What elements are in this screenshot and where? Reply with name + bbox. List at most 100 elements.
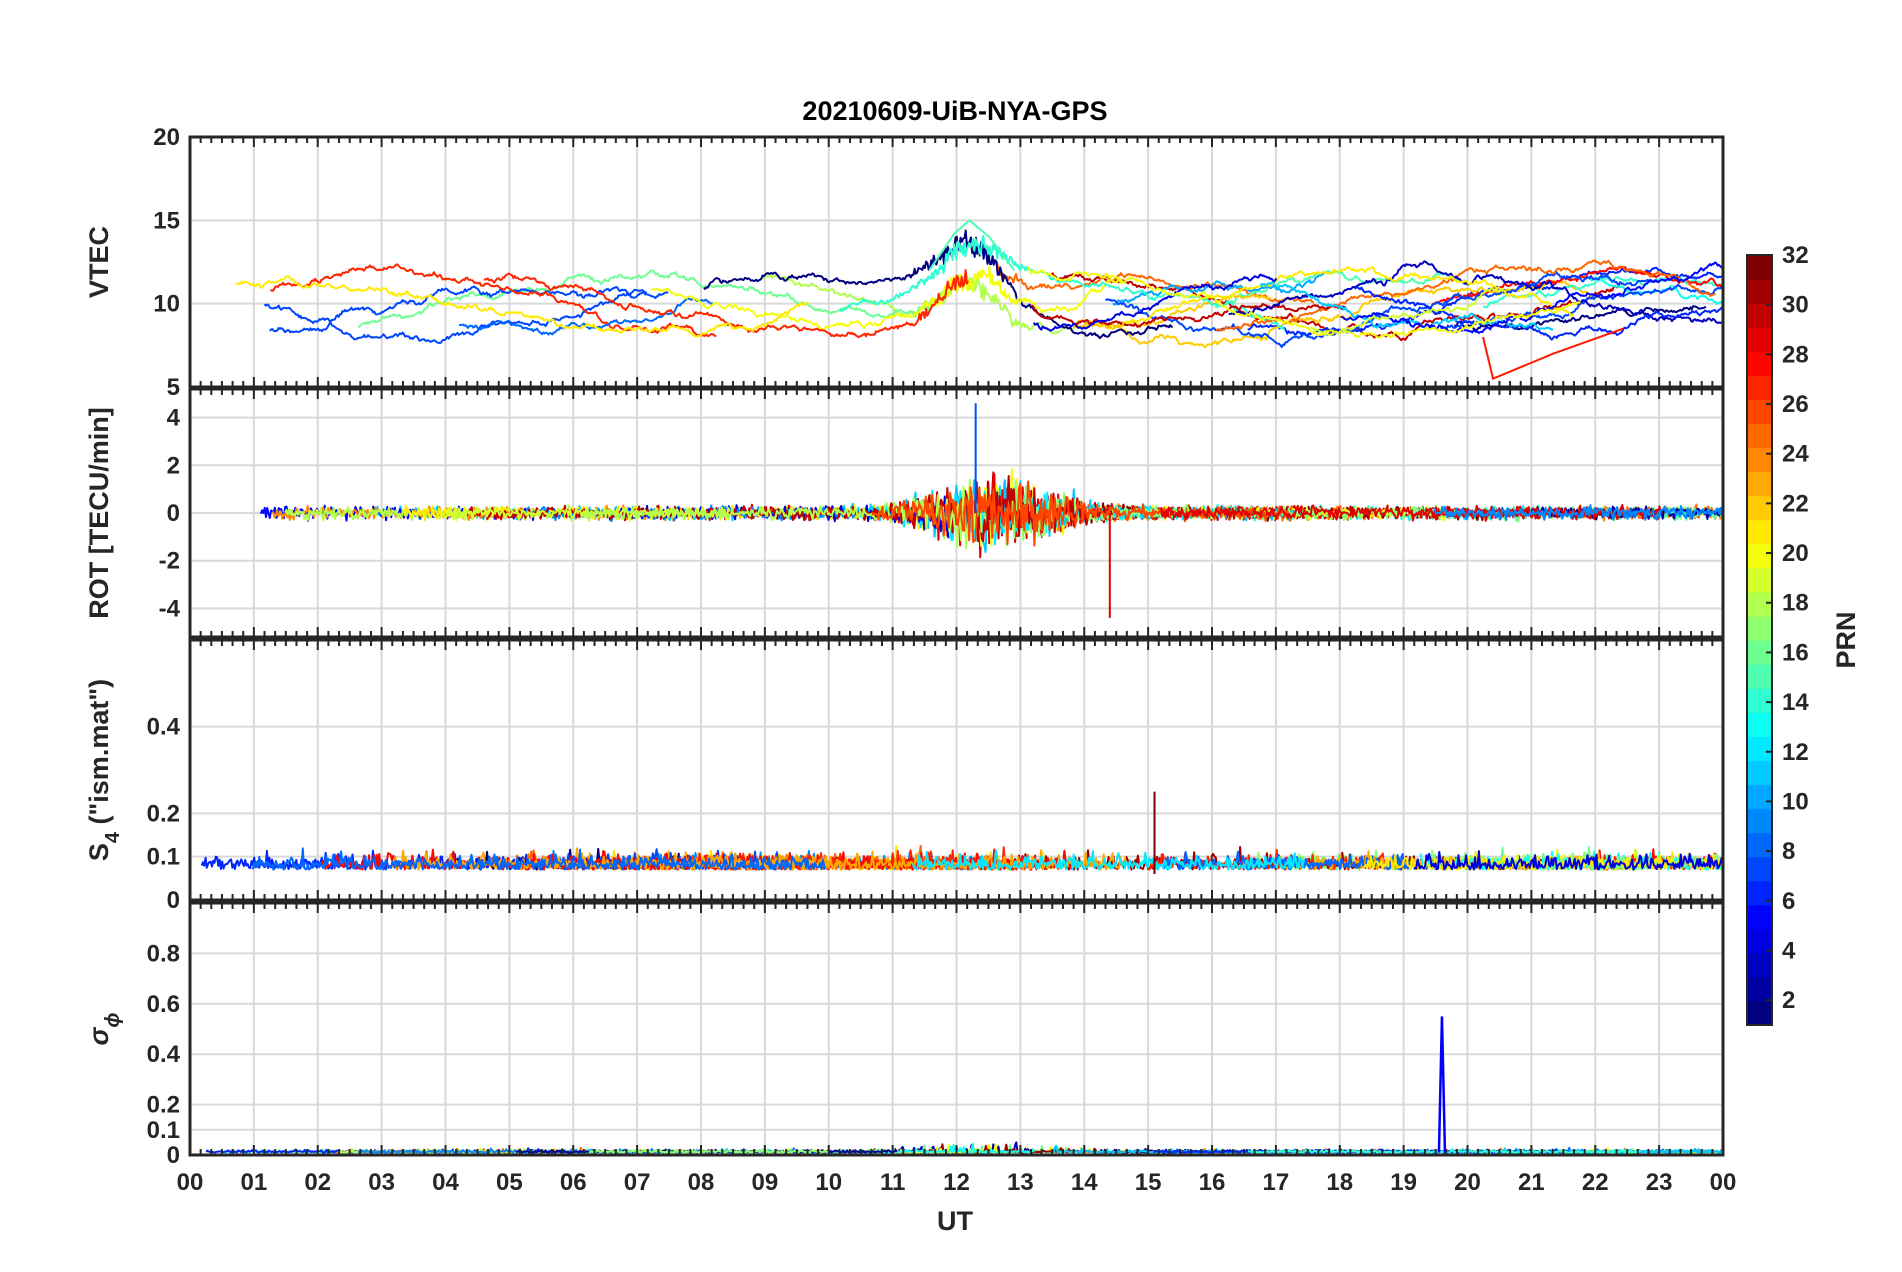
- colorbar-tick-label: 4: [1782, 937, 1796, 964]
- colorbar-band: [1747, 976, 1772, 1002]
- colorbar-tick-label: 2: [1782, 987, 1795, 1014]
- chart-title: 20210609-UiB-NYA-GPS: [802, 96, 1107, 126]
- x-tick-label: 03: [368, 1169, 395, 1196]
- colorbar-band: [1747, 784, 1772, 810]
- y-tick-label: 5: [167, 374, 180, 401]
- colorbar-frame: [1746, 254, 1773, 1026]
- trace-sigma_phi: [588, 1148, 830, 1154]
- colorbar-band: [1747, 447, 1772, 473]
- y-tick-label: 15: [153, 207, 180, 234]
- traces-s4: [200, 791, 1724, 874]
- trace-rot: [1160, 504, 1663, 522]
- colorbar-band: [1747, 952, 1772, 978]
- y-tick-label: 0: [167, 500, 180, 527]
- colorbar-tick-label: 20: [1782, 540, 1809, 567]
- colorbar-band: [1747, 664, 1772, 689]
- colorbar-band: [1747, 519, 1772, 545]
- traces-rot: [259, 403, 1724, 618]
- x-tick-label: 14: [1071, 1169, 1098, 1196]
- trace-vtec: [1072, 293, 1272, 329]
- colorbar-band: [1747, 856, 1772, 882]
- trace-vtec: [1354, 286, 1724, 341]
- trace-vtec: [1121, 265, 1575, 325]
- colorbar-band: [1747, 303, 1772, 328]
- y-tick-label: -2: [159, 548, 180, 575]
- trace-vtec-dip: [1482, 327, 1624, 381]
- colorbar-band: [1747, 351, 1772, 376]
- trace-vtec: [1026, 266, 1581, 339]
- trace-vtec: [483, 269, 970, 339]
- trace-sigma-spike: [1437, 1016, 1447, 1153]
- colorbar-band: [1747, 688, 1772, 713]
- x-tick-label: 21: [1518, 1169, 1545, 1196]
- colorbar-band: [1747, 1000, 1772, 1026]
- colorbar-band: [1747, 567, 1772, 593]
- trace-vtec: [235, 275, 809, 338]
- trace-s4: [911, 849, 1305, 871]
- colorbar-band: [1747, 375, 1772, 400]
- minor-ticks-rot: [199, 389, 1714, 637]
- trace-vtec: [1077, 279, 1608, 349]
- x-tick-label: 19: [1390, 1169, 1417, 1196]
- panel-vtec: 5 10 15 20 VTEC: [84, 124, 1725, 401]
- y-tick-label: 0.4: [147, 1041, 181, 1068]
- trace-vtec: [263, 288, 648, 345]
- colorbar-band: [1747, 327, 1772, 352]
- y-tick-label: -4: [159, 595, 181, 622]
- y-tick-label: 4: [167, 405, 181, 432]
- minor-ticks-vtec: [199, 137, 1714, 387]
- y-tick-label: 0.4: [147, 714, 181, 741]
- trace-vtec: [650, 265, 1125, 331]
- x-tick-label: 17: [1263, 1169, 1290, 1196]
- y-tick-label: 0.1: [147, 844, 180, 871]
- colorbar-tick-label: 22: [1782, 490, 1809, 517]
- y-tick-label: 0: [167, 1142, 180, 1169]
- x-tick-label: 08: [688, 1169, 715, 1196]
- trace-vtec: [1214, 269, 1470, 309]
- colorbar-band: [1747, 591, 1772, 617]
- trace-vtec: [1340, 261, 1723, 334]
- x-tick-label: 05: [496, 1169, 523, 1196]
- trace-vtec: [1112, 272, 1324, 306]
- x-tick-label: 12: [943, 1169, 970, 1196]
- x-tick-label: 00: [177, 1169, 204, 1196]
- y-axis-title-sigma_phi: σϕ: [84, 1012, 124, 1045]
- x-tick-label: 23: [1646, 1169, 1673, 1196]
- x-tick-label: 16: [1199, 1169, 1226, 1196]
- x-axis-title: UT: [937, 1206, 973, 1236]
- colorbar-band: [1747, 832, 1772, 858]
- colorbar-band: [1747, 904, 1772, 930]
- y-tick-label: 20: [153, 124, 180, 151]
- colorbar-tick-label: 18: [1782, 590, 1809, 617]
- colorbar-tick-label: 12: [1782, 739, 1809, 766]
- y-tick-label: 0.2: [147, 800, 180, 827]
- minor-ticks-s4: [199, 640, 1714, 900]
- y-axis-title-rot: ROT [TECU/min]: [84, 407, 114, 618]
- x-tick-label: 04: [432, 1169, 459, 1196]
- colorbar-band: [1747, 712, 1772, 737]
- x-tick-label: 06: [560, 1169, 587, 1196]
- y-tick-label: 0.2: [147, 1092, 180, 1119]
- colorbar-tick-label: 8: [1782, 838, 1795, 865]
- y-tick-labels-vtec: 5 10 15 20: [153, 124, 180, 401]
- x-tick-label: 18: [1326, 1169, 1353, 1196]
- trace-vtec: [1032, 273, 1278, 332]
- panel-s4: 0 0.1 0.2 0.4 S4 ("ism.mat"): [84, 638, 1725, 914]
- trace-vtec: [357, 269, 933, 329]
- trace-vtec-peak: [928, 219, 1016, 271]
- x-tick-labels: 00 01 02 03 04 05 06 07 08 09 10 11 12 13 14 15 16 17 18 19…: [177, 1169, 1737, 1196]
- y-tick-labels-rot: -4 -2 0 2 4: [159, 405, 181, 623]
- colorbar-band: [1747, 760, 1772, 785]
- panel-rot: -4 -2 0 2 4 ROT [TECU/min]: [84, 387, 1725, 639]
- x-tick-label: 10: [815, 1169, 842, 1196]
- y-axis-title-s4: S4 ("ism.mat"): [84, 679, 124, 861]
- colorbar-tick-label: 32: [1782, 242, 1809, 269]
- traces-vtec: [235, 219, 1724, 381]
- colorbar-band: [1747, 279, 1772, 304]
- x-tick-label: 00: [1710, 1169, 1737, 1196]
- x-tick-label: 07: [624, 1169, 651, 1196]
- colorbar-band: [1747, 543, 1772, 569]
